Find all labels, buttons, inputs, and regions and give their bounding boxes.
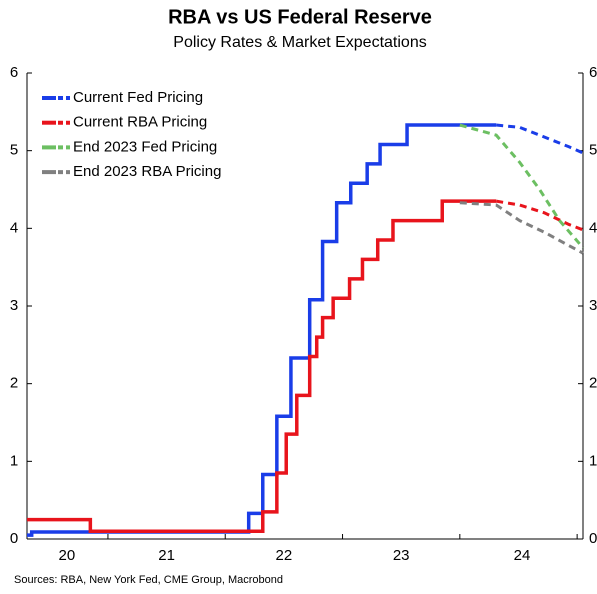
y2-tick-label: 2 [589, 375, 597, 392]
x-tick-label: 22 [276, 547, 293, 564]
y-tick-label: 6 [10, 64, 18, 81]
y2-tick-label: 5 [589, 142, 597, 159]
y2-tick-label: 6 [589, 64, 597, 81]
y-tick-label: 1 [10, 452, 18, 469]
y-tick-label: 4 [10, 219, 18, 236]
x-tick-label: 21 [158, 547, 175, 564]
legend-label: End 2023 Fed Pricing [73, 138, 217, 155]
y-tick-label: 0 [10, 530, 18, 547]
source-note: Sources: RBA, New York Fed, CME Group, M… [14, 574, 283, 586]
forecast-line [496, 123, 584, 155]
y2-tick-label: 3 [589, 297, 597, 314]
y-tick-label: 2 [10, 375, 18, 392]
forecast-line [459, 201, 584, 255]
y2-tick-label: 1 [589, 452, 597, 469]
forecast-line [495, 199, 584, 232]
y-tick-label: 3 [10, 297, 18, 314]
legend-label: Current Fed Pricing [73, 89, 203, 106]
series-line [27, 123, 497, 537]
x-tick-label: 23 [393, 547, 410, 564]
chart-subtitle: Policy Rates & Market Expectations [173, 34, 426, 51]
x-tick-label: 20 [59, 547, 76, 564]
y2-tick-label: 0 [589, 530, 597, 547]
chart-title: RBA vs US Federal Reserve [168, 6, 432, 28]
forecast-line [459, 123, 585, 249]
x-tick-label: 24 [514, 547, 531, 564]
y-tick-label: 5 [10, 142, 18, 159]
legend-label: Current RBA Pricing [73, 114, 207, 131]
series-line [27, 199, 497, 533]
y2-tick-label: 4 [589, 219, 597, 236]
legend-label: End 2023 RBA Pricing [73, 163, 221, 180]
